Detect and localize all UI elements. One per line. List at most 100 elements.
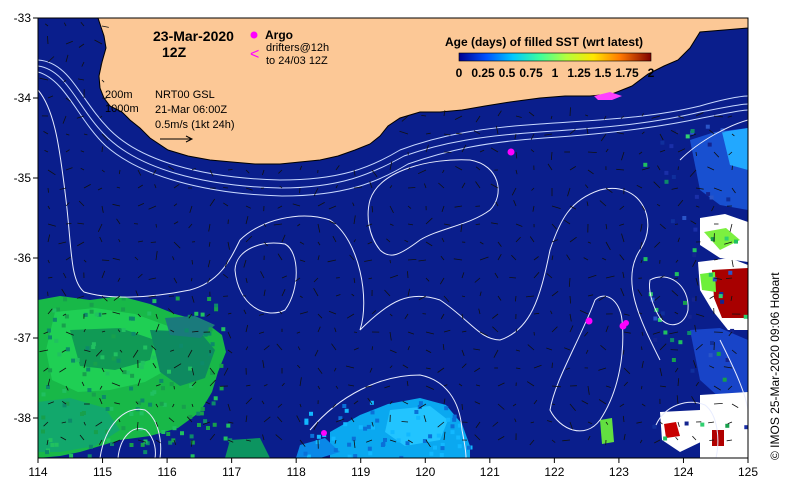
velocity-arrow — [639, 312, 643, 315]
velocity-arrow — [713, 258, 718, 261]
sst-pixel — [660, 140, 665, 145]
x-tick-label: 120 — [415, 465, 435, 479]
velocity-arrow — [137, 169, 142, 176]
velocity-arrow — [100, 61, 103, 67]
velocity-arrow — [622, 415, 625, 423]
velocity-arrow — [135, 290, 139, 297]
velocity-arrow — [352, 202, 355, 207]
velocity-arrow — [479, 291, 482, 297]
velocity-arrow — [227, 349, 233, 354]
velocity-arrow — [118, 418, 121, 423]
velocity-arrow — [479, 256, 489, 261]
velocity-arrow — [353, 400, 359, 405]
velocity-arrow — [47, 276, 53, 279]
argo-float — [507, 148, 515, 156]
velocity-arrow — [402, 400, 409, 405]
sst-pixel — [450, 424, 455, 429]
sst-pixel — [381, 442, 386, 446]
velocity-arrow — [637, 289, 643, 297]
sst-pixel — [64, 314, 69, 319]
velocity-arrow — [641, 361, 644, 369]
velocity-arrow — [167, 308, 175, 315]
velocity-arrow — [566, 254, 571, 261]
velocity-arrow — [659, 313, 664, 321]
sst-pixel — [171, 438, 176, 443]
velocity-arrow — [453, 258, 463, 261]
velocity-arrow — [603, 115, 607, 120]
velocity-arrow — [317, 241, 321, 246]
velocity-arrow — [273, 223, 283, 226]
velocity-arrow — [461, 313, 464, 320]
sst-pixel — [383, 438, 387, 442]
x-tick-label: 119 — [351, 465, 370, 479]
velocity-arrow — [530, 149, 535, 153]
velocity-arrow — [98, 439, 103, 445]
velocity-arrow — [148, 277, 157, 280]
velocity-arrow — [404, 313, 409, 320]
sst-pixel — [45, 450, 49, 455]
velocity-arrow — [113, 295, 121, 301]
velocity-arrow — [263, 223, 267, 228]
velocity-arrow — [116, 186, 121, 189]
sst-pixel — [69, 453, 74, 458]
velocity-arrow — [530, 133, 535, 140]
velocity-arrow — [62, 115, 67, 124]
velocity-arrow — [418, 259, 427, 262]
velocity-arrow — [148, 295, 157, 298]
velocity-arrow — [117, 277, 121, 282]
velocity-arrow — [654, 241, 661, 248]
sst-pixel — [68, 418, 73, 423]
velocity-arrow — [202, 421, 211, 425]
sst-pixel — [363, 426, 368, 431]
sst-pixel — [671, 175, 676, 179]
velocity-arrow — [43, 421, 49, 427]
velocity-arrow — [334, 367, 337, 372]
sst-pixel — [129, 386, 134, 391]
sst-pixel — [452, 417, 457, 422]
gsl-time-label: 21-Mar 06:00Z — [155, 104, 227, 116]
axes: 114 115 116 117 118 119 120 121 122 123 124 125-33-… — [14, 11, 759, 479]
sst-pixel — [93, 430, 98, 435]
velocity-arrow — [533, 364, 542, 369]
velocity-arrow — [245, 205, 252, 209]
velocity-arrow — [101, 367, 105, 373]
sst-pixel — [54, 442, 59, 447]
velocity-arrow — [148, 205, 157, 210]
velocity-arrow — [513, 200, 517, 207]
velocity-arrow — [671, 187, 679, 190]
sst-pixel — [367, 446, 372, 451]
ssh-contours — [38, 89, 748, 458]
velocity-arrow — [623, 433, 626, 441]
sst-pixel — [743, 314, 748, 319]
sst-pixel — [444, 406, 449, 411]
velocity-arrow — [461, 144, 467, 153]
velocity-arrow — [731, 349, 737, 355]
sst-pixel — [724, 236, 729, 241]
velocity-arrow — [731, 403, 739, 408]
velocity-arrow — [279, 311, 283, 315]
velocity-arrow — [711, 205, 715, 212]
velocity-arrow — [587, 385, 590, 395]
velocity-arrow — [526, 381, 535, 387]
velocity-arrow — [475, 421, 481, 429]
velocity-arrow — [584, 331, 589, 337]
velocity-arrow — [550, 151, 553, 161]
sst-pixel — [653, 337, 658, 342]
velocity-arrow — [598, 399, 607, 405]
sst-pixel — [63, 297, 68, 302]
velocity-arrow — [191, 403, 194, 408]
velocity-arrow — [207, 259, 211, 268]
velocity-arrow — [97, 187, 103, 191]
velocity-arrow — [101, 169, 105, 173]
velocity-arrow — [533, 399, 538, 405]
sst-pixel — [137, 401, 142, 406]
velocity-arrow — [641, 131, 645, 135]
velocity-arrow — [528, 111, 535, 117]
y-tick-label: -33 — [14, 11, 32, 25]
velocity-arrow — [135, 401, 139, 405]
sst-pixel — [87, 388, 92, 393]
velocity-arrow — [297, 364, 301, 369]
x-tick-label: 118 — [287, 465, 306, 479]
velocity-arrow — [529, 439, 535, 446]
sst-pixel — [338, 416, 343, 421]
